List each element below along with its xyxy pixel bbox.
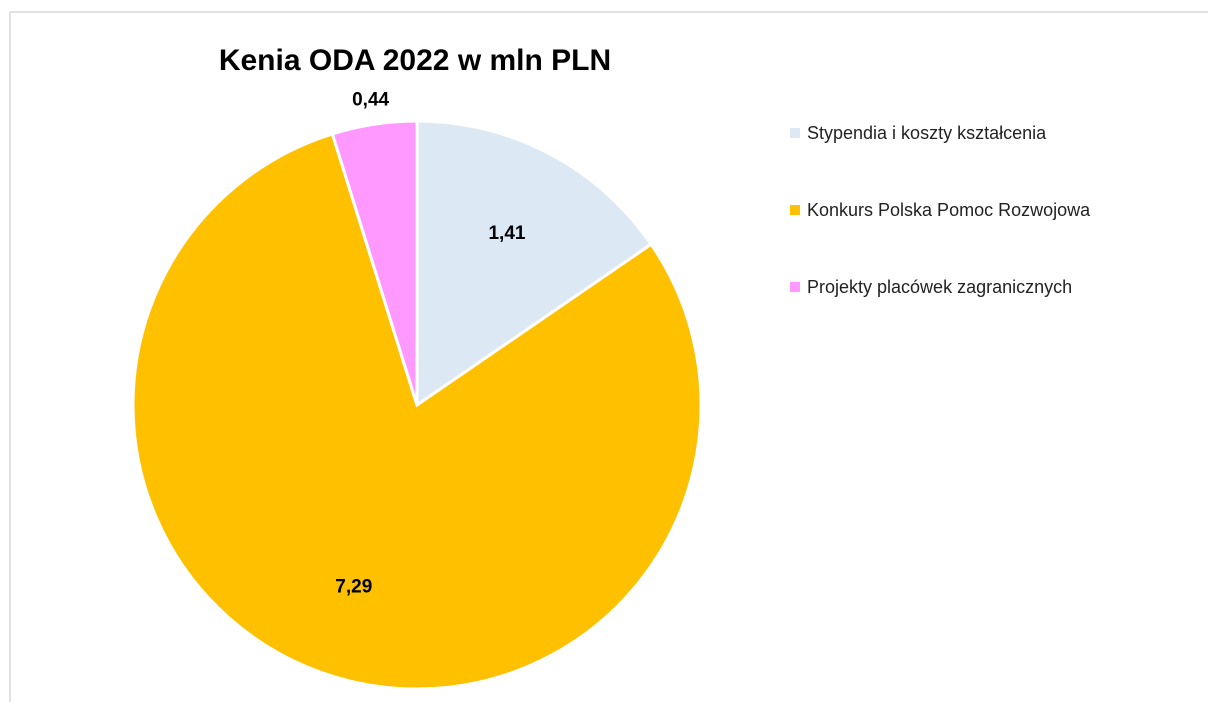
legend-label: Stypendia i koszty kształcenia bbox=[807, 123, 1047, 143]
data-label: 7,29 bbox=[335, 577, 372, 598]
chart-frame bbox=[9, 11, 1208, 702]
legend: Stypendia i koszty kształcenia Konkurs Po… bbox=[790, 118, 1162, 349]
data-label: 0,44 bbox=[352, 90, 389, 111]
legend-swatch bbox=[790, 205, 800, 215]
legend-label: Projekty placówek zagranicznych bbox=[807, 277, 1073, 297]
pie-slice bbox=[330, 119, 419, 406]
chart-title: Kenia ODA 2022 w mln PLN bbox=[219, 44, 611, 77]
legend-swatch bbox=[790, 128, 800, 138]
pie-slice bbox=[415, 119, 654, 408]
pie-slice bbox=[131, 132, 703, 691]
legend-entry: Stypendia i koszty kształcenia bbox=[790, 118, 1162, 148]
legend-entry: Projekty placówek zagranicznych bbox=[790, 272, 1162, 302]
data-label: 1,41 bbox=[488, 223, 525, 244]
legend-label: Konkurs Polska Pomoc Rozwojowa bbox=[807, 200, 1091, 220]
legend-swatch bbox=[790, 282, 800, 292]
legend-entry: Konkurs Polska Pomoc Rozwojowa bbox=[790, 195, 1162, 225]
